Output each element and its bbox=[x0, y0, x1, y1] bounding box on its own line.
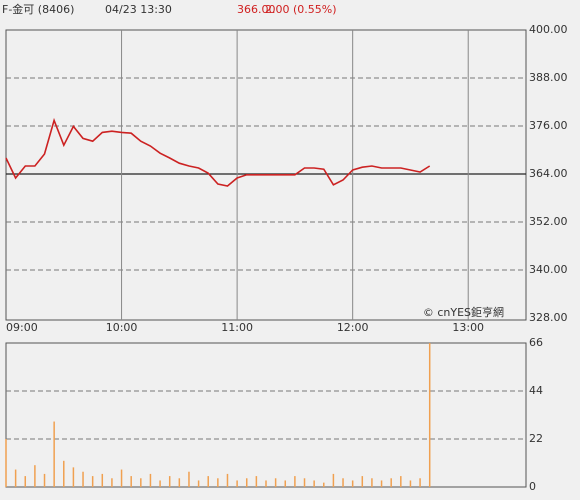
volume-bar bbox=[178, 478, 181, 487]
y-tick-label: 376.00 bbox=[529, 119, 568, 132]
volume-bar bbox=[91, 476, 94, 487]
volume-bar bbox=[294, 476, 296, 487]
watermark: © cnYES鉅亨網 bbox=[423, 305, 504, 319]
volume-bar bbox=[168, 476, 171, 487]
volume-bar bbox=[245, 478, 248, 487]
volume-bar bbox=[197, 480, 200, 487]
price: 366.00 bbox=[237, 3, 276, 16]
volume-bar bbox=[332, 473, 335, 487]
volume-bar bbox=[5, 439, 7, 487]
volume-bar bbox=[24, 476, 27, 487]
x-tick-label: 09:00 bbox=[6, 321, 38, 334]
volume-bar bbox=[400, 476, 402, 487]
y-tick-label: 66 bbox=[529, 336, 543, 349]
y-tick-label: 0 bbox=[529, 480, 536, 493]
volume-bar bbox=[140, 478, 142, 487]
symbol: F-金可 (8406) bbox=[2, 2, 74, 16]
volume-bar bbox=[284, 480, 287, 487]
volume-panel bbox=[5, 342, 527, 488]
volume-bar bbox=[226, 473, 229, 487]
volume-bar bbox=[188, 471, 190, 487]
y-tick-label: 340.00 bbox=[529, 263, 568, 276]
volume-bar bbox=[303, 478, 306, 487]
y-tick-label: 364.00 bbox=[529, 167, 568, 180]
volume-bar bbox=[101, 473, 104, 487]
volume-bar bbox=[43, 473, 46, 487]
y-tick-label: 400.00 bbox=[529, 23, 568, 36]
volume-bar bbox=[380, 480, 383, 487]
volume-bar bbox=[351, 480, 354, 487]
volume-bar bbox=[419, 478, 421, 487]
y-tick-label: 388.00 bbox=[529, 71, 568, 84]
datetime: 04/23 13:30 bbox=[105, 3, 172, 16]
volume-bar bbox=[361, 476, 364, 487]
volume-bar bbox=[159, 480, 161, 487]
volume-bar bbox=[207, 476, 209, 487]
y-tick-label: 44 bbox=[529, 384, 543, 397]
volume-bar bbox=[255, 476, 258, 487]
volume-bar bbox=[34, 465, 36, 487]
x-tick-label: 10:00 bbox=[106, 321, 138, 334]
volume-bar bbox=[72, 467, 75, 487]
volume-bar bbox=[82, 471, 84, 487]
y-tick-label: 328.00 bbox=[529, 311, 568, 324]
volume-bar bbox=[390, 478, 392, 487]
volume-bar bbox=[14, 469, 17, 487]
price-panel bbox=[5, 29, 527, 321]
volume-bar bbox=[149, 473, 152, 487]
volume-bar bbox=[342, 478, 344, 487]
x-tick-label: 13:00 bbox=[452, 321, 484, 334]
x-tick-label: 11:00 bbox=[221, 321, 253, 334]
volume-bar bbox=[409, 480, 412, 487]
volume-bar bbox=[371, 478, 373, 487]
volume-bar bbox=[274, 478, 277, 487]
volume-bar bbox=[111, 478, 113, 487]
y-tick-label: 22 bbox=[529, 432, 543, 445]
x-tick-label: 12:00 bbox=[337, 321, 369, 334]
volume-bar bbox=[323, 482, 325, 487]
volume-bar bbox=[120, 469, 123, 487]
volume-bar bbox=[53, 421, 55, 487]
volume-bar bbox=[63, 460, 65, 487]
change: 2.00 (0.55%) bbox=[265, 3, 337, 16]
volume-bar bbox=[428, 343, 431, 487]
volume-bar bbox=[313, 480, 315, 487]
volume-bar bbox=[265, 480, 267, 487]
volume-bar bbox=[130, 476, 132, 487]
volume-bar bbox=[217, 478, 219, 487]
y-tick-label: 352.00 bbox=[529, 215, 568, 228]
price-line bbox=[5, 117, 431, 187]
volume-bar bbox=[236, 480, 238, 487]
